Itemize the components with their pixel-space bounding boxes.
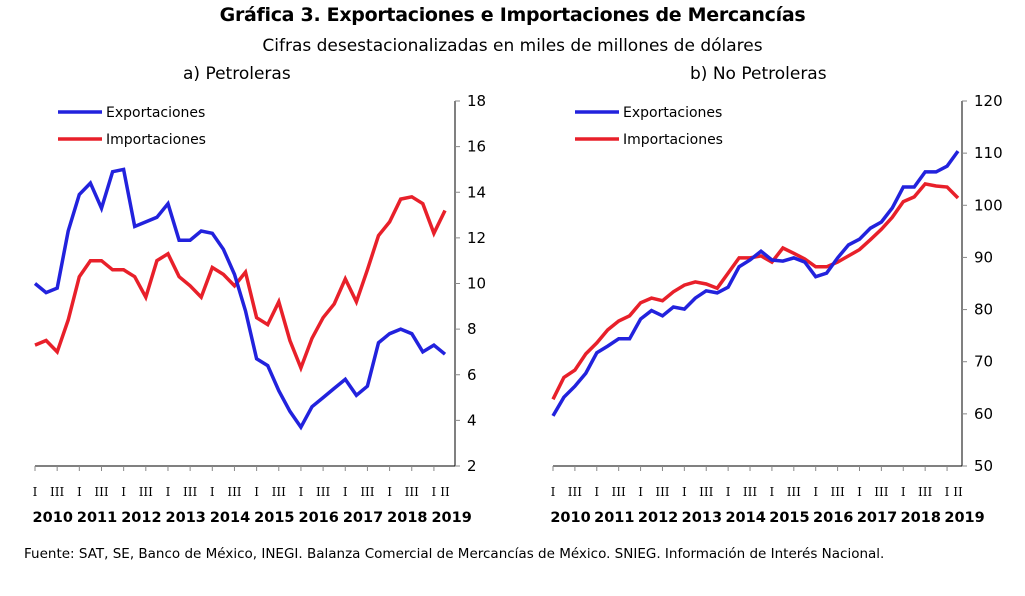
- x-quarter-label: I: [945, 485, 950, 499]
- chart-title: Gráfica 3. Exportaciones e Importaciones…: [219, 4, 806, 26]
- x-quarter-label: III: [568, 485, 582, 499]
- x-quarter-label: I: [901, 485, 906, 499]
- x-year-label: 2015: [254, 510, 294, 526]
- x-quarter-label: I: [77, 485, 82, 499]
- x-quarter-label: III: [699, 485, 713, 499]
- x-quarter-label: I: [254, 485, 259, 499]
- x-quarter-label: I: [299, 485, 304, 499]
- x-quarter-label: II: [440, 485, 450, 499]
- x-quarter-label: III: [405, 485, 419, 499]
- series-line-importaciones: [34, 194, 447, 373]
- x-quarter-label: III: [874, 485, 888, 499]
- x-year-label: 2012: [121, 510, 161, 526]
- y-tick-label: 16: [467, 138, 486, 156]
- y-tick-label: 12: [467, 229, 486, 247]
- legend-label-importaciones: Importaciones: [623, 132, 723, 148]
- x-quarter-label: III: [50, 485, 64, 499]
- x-quarter-label: I: [638, 485, 643, 499]
- y-tick-label: 120: [974, 92, 1003, 110]
- y-tick-label: 10: [467, 275, 486, 293]
- x-quarter-label: III: [316, 485, 330, 499]
- x-quarter-label: I: [121, 485, 126, 499]
- legend-label-exportaciones: Exportaciones: [106, 105, 205, 121]
- panel-title-petroleras: a) Petroleras: [183, 64, 291, 84]
- y-tick-label: 100: [974, 196, 1003, 214]
- x-quarter-label: I: [726, 485, 731, 499]
- x-year-label: 2017: [857, 510, 897, 526]
- y-tick-label: 60: [974, 405, 993, 423]
- x-quarter-label: III: [655, 485, 669, 499]
- x-year-label: 2019: [944, 510, 984, 526]
- x-year-label: 2013: [166, 510, 206, 526]
- legend-label-exportaciones: Exportaciones: [623, 105, 722, 121]
- x-quarter-label: III: [94, 485, 108, 499]
- x-quarter-label: I: [33, 485, 38, 499]
- y-tick-label: 4: [467, 411, 477, 429]
- x-year-label: 2014: [725, 510, 765, 526]
- series-line-importaciones: [551, 181, 960, 401]
- x-year-label: 2010: [33, 510, 73, 526]
- x-year-label: 2015: [769, 510, 809, 526]
- x-year-label: 2018: [387, 510, 427, 526]
- x-quarter-label: II: [953, 485, 963, 499]
- y-tick-label: 80: [974, 301, 993, 319]
- x-quarter-label: I: [770, 485, 775, 499]
- x-year-label: 2018: [901, 510, 941, 526]
- x-quarter-label: I: [387, 485, 392, 499]
- x-year-label: 2014: [210, 510, 250, 526]
- x-quarter-label: I: [432, 485, 437, 499]
- x-quarter-label: III: [139, 485, 153, 499]
- x-year-label: 2013: [682, 510, 722, 526]
- x-year-label: 2010: [550, 510, 590, 526]
- y-tick-label: 70: [974, 353, 993, 371]
- x-quarter-label: III: [360, 485, 374, 499]
- x-quarter-label: III: [227, 485, 241, 499]
- y-tick-label: 14: [467, 183, 486, 201]
- y-tick-label: 6: [467, 366, 477, 384]
- panel-title-no-petroleras: b) No Petroleras: [690, 64, 827, 84]
- x-quarter-label: I: [682, 485, 687, 499]
- x-quarter-label: I: [857, 485, 862, 499]
- source-footnote: Fuente: SAT, SE, Banco de México, INEGI.…: [24, 546, 885, 562]
- x-year-label: 2016: [298, 510, 338, 526]
- x-quarter-label: III: [787, 485, 801, 499]
- y-tick-label: 8: [467, 320, 477, 338]
- x-year-label: 2017: [343, 510, 383, 526]
- x-quarter-label: III: [272, 485, 286, 499]
- x-quarter-label: III: [918, 485, 932, 499]
- x-year-label: 2016: [813, 510, 853, 526]
- x-quarter-label: I: [594, 485, 599, 499]
- x-year-label: 2011: [77, 510, 117, 526]
- x-quarter-label: III: [183, 485, 197, 499]
- y-tick-label: 18: [467, 92, 486, 110]
- x-quarter-label: I: [551, 485, 556, 499]
- x-quarter-label: III: [830, 485, 844, 499]
- x-quarter-label: III: [612, 485, 626, 499]
- legend-label-importaciones: Importaciones: [106, 132, 206, 148]
- x-quarter-label: III: [743, 485, 757, 499]
- y-tick-label: 50: [974, 457, 993, 475]
- x-quarter-label: I: [210, 485, 215, 499]
- y-tick-label: 90: [974, 248, 993, 266]
- x-year-label: 2012: [638, 510, 678, 526]
- x-year-label: 2011: [594, 510, 634, 526]
- y-tick-label: 2: [467, 457, 477, 475]
- x-quarter-label: I: [343, 485, 348, 499]
- series-line-exportaciones: [551, 150, 960, 417]
- x-quarter-label: I: [166, 485, 171, 499]
- y-tick-label: 110: [974, 144, 1003, 162]
- chart-subtitle: Cifras desestacionalizadas en miles de m…: [262, 36, 763, 56]
- series-line-exportaciones: [33, 167, 447, 431]
- x-quarter-label: I: [813, 485, 818, 499]
- x-year-label: 2019: [431, 510, 471, 526]
